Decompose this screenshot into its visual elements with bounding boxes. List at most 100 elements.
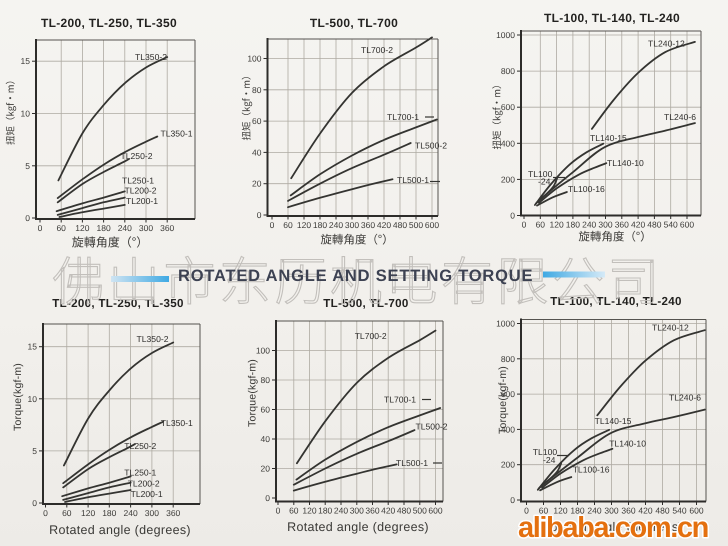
svg-text:10: 10 [28, 394, 38, 404]
svg-text:300: 300 [139, 223, 153, 233]
svg-text:0: 0 [32, 498, 37, 508]
svg-text:800: 800 [501, 354, 515, 364]
svg-text:180: 180 [97, 223, 111, 233]
svg-text:600: 600 [501, 389, 515, 399]
svg-text:480: 480 [397, 506, 411, 516]
svg-text:TL100-16: TL100-16 [573, 465, 610, 475]
svg-text:200: 200 [501, 460, 515, 470]
svg-text:1000: 1000 [496, 30, 515, 40]
svg-text:TL250-1: TL250-1 [122, 176, 154, 186]
svg-text:0: 0 [38, 223, 43, 233]
svg-text:TL700-1: TL700-1 [387, 112, 419, 122]
svg-text:1000: 1000 [496, 319, 515, 329]
svg-text:360: 360 [361, 220, 375, 230]
svg-text:60: 60 [289, 506, 299, 516]
svg-text:TL140-10: TL140-10 [607, 158, 644, 168]
svg-text:480: 480 [393, 220, 407, 230]
svg-text:180: 180 [102, 508, 116, 518]
svg-text:Torque(kgf-m): Torque(kgf-m) [497, 366, 509, 434]
svg-text:TL-500, TL-700: TL-500, TL-700 [310, 16, 398, 30]
svg-text:TL500-1: TL500-1 [397, 175, 429, 185]
svg-text:300: 300 [598, 220, 612, 230]
svg-text:0: 0 [270, 220, 275, 230]
svg-text:TL250-2: TL250-2 [121, 151, 153, 161]
svg-text:alibaba.com.cn: alibaba.com.cn [518, 512, 708, 544]
svg-text:480: 480 [655, 506, 669, 516]
svg-text:20: 20 [261, 464, 271, 474]
svg-text:120: 120 [550, 220, 564, 230]
svg-text:180: 180 [313, 220, 327, 230]
svg-text:240: 240 [587, 506, 601, 516]
svg-text:100: 100 [247, 54, 261, 64]
svg-text:300: 300 [345, 220, 359, 230]
svg-text:5: 5 [32, 446, 37, 456]
svg-text:540: 540 [672, 506, 686, 516]
svg-text:60: 60 [536, 220, 546, 230]
svg-text:60: 60 [62, 508, 72, 518]
svg-text:0: 0 [276, 506, 281, 516]
svg-text:ROTATED ANGLE AND SETTING TORQ: ROTATED ANGLE AND SETTING TORQUE [178, 267, 533, 285]
svg-text:0: 0 [510, 495, 515, 505]
svg-text:TL240-6: TL240-6 [664, 112, 696, 122]
svg-text:60: 60 [283, 220, 293, 230]
svg-text:15: 15 [21, 56, 31, 66]
svg-text:TL200-1: TL200-1 [126, 196, 158, 206]
svg-text:480: 480 [647, 220, 661, 230]
svg-text:TL500-2: TL500-2 [415, 141, 447, 151]
svg-text:180: 180 [318, 506, 332, 516]
svg-text:0: 0 [522, 220, 527, 230]
svg-text:Torque(kgf-m): Torque(kgf-m) [12, 363, 24, 431]
svg-text:TL240-6: TL240-6 [669, 393, 701, 403]
svg-text:0: 0 [43, 508, 48, 518]
svg-text:5: 5 [25, 161, 30, 171]
svg-text:300: 300 [604, 506, 618, 516]
svg-text:TL240-12: TL240-12 [648, 39, 685, 49]
svg-text:500: 500 [409, 220, 423, 230]
svg-text:180: 180 [566, 220, 580, 230]
svg-text:360: 360 [621, 506, 635, 516]
svg-text:420: 420 [631, 220, 645, 230]
svg-text:Rotated angle (degrees): Rotated angle (degrees) [287, 520, 429, 534]
svg-text:TL200-2: TL200-2 [128, 479, 160, 489]
svg-text:300: 300 [145, 508, 159, 518]
svg-text:TL500-2: TL500-2 [416, 422, 448, 432]
svg-text:TL200-2: TL200-2 [125, 186, 157, 196]
svg-text:60: 60 [56, 223, 66, 233]
svg-text:20: 20 [252, 179, 262, 189]
svg-text:60: 60 [252, 116, 262, 126]
svg-text:420: 420 [638, 506, 652, 516]
svg-text:-24: -24 [538, 177, 551, 187]
svg-text:100: 100 [256, 346, 270, 356]
svg-text:0: 0 [257, 210, 262, 220]
svg-text:60: 60 [261, 405, 271, 415]
svg-text:TL-200, TL-250, TL-350: TL-200, TL-250, TL-350 [52, 297, 184, 310]
svg-text:80: 80 [261, 375, 271, 385]
svg-text:TL350-1: TL350-1 [161, 129, 193, 139]
svg-text:TL250-1: TL250-1 [124, 468, 156, 478]
svg-text:TL140-10: TL140-10 [609, 439, 646, 449]
svg-text:360: 360 [166, 508, 180, 518]
svg-text:Torque(kgf-m): Torque(kgf-m) [247, 359, 259, 427]
svg-text:0: 0 [524, 506, 529, 516]
svg-text:-24: -24 [543, 455, 556, 465]
svg-text:500: 500 [413, 506, 427, 516]
svg-text:0: 0 [25, 213, 30, 223]
svg-text:TL-100, TL-140, TL-240: TL-100, TL-140, TL-240 [544, 11, 680, 25]
svg-text:120: 120 [297, 220, 311, 230]
svg-text:120: 120 [75, 223, 89, 233]
svg-text:600: 600 [428, 506, 442, 516]
svg-text:120: 120 [553, 506, 567, 516]
svg-text:600: 600 [689, 506, 703, 516]
svg-text:TL100: TL100 [528, 169, 553, 179]
svg-text:TL100-16: TL100-16 [568, 184, 605, 194]
svg-text:TL350-1: TL350-1 [161, 418, 193, 428]
svg-text:15: 15 [28, 342, 38, 352]
svg-text:Rotated angle (degrees): Rotated angle (degrees) [49, 523, 191, 537]
svg-text:240: 240 [118, 223, 132, 233]
svg-text:420: 420 [381, 506, 395, 516]
svg-text:120: 120 [302, 506, 316, 516]
svg-text:TL140-15: TL140-15 [595, 416, 632, 426]
svg-text:0: 0 [510, 211, 515, 221]
svg-text:TL240-12: TL240-12 [652, 323, 689, 333]
svg-text:Rotated angle (degrees): Rotated angle (degrees) [541, 520, 683, 534]
